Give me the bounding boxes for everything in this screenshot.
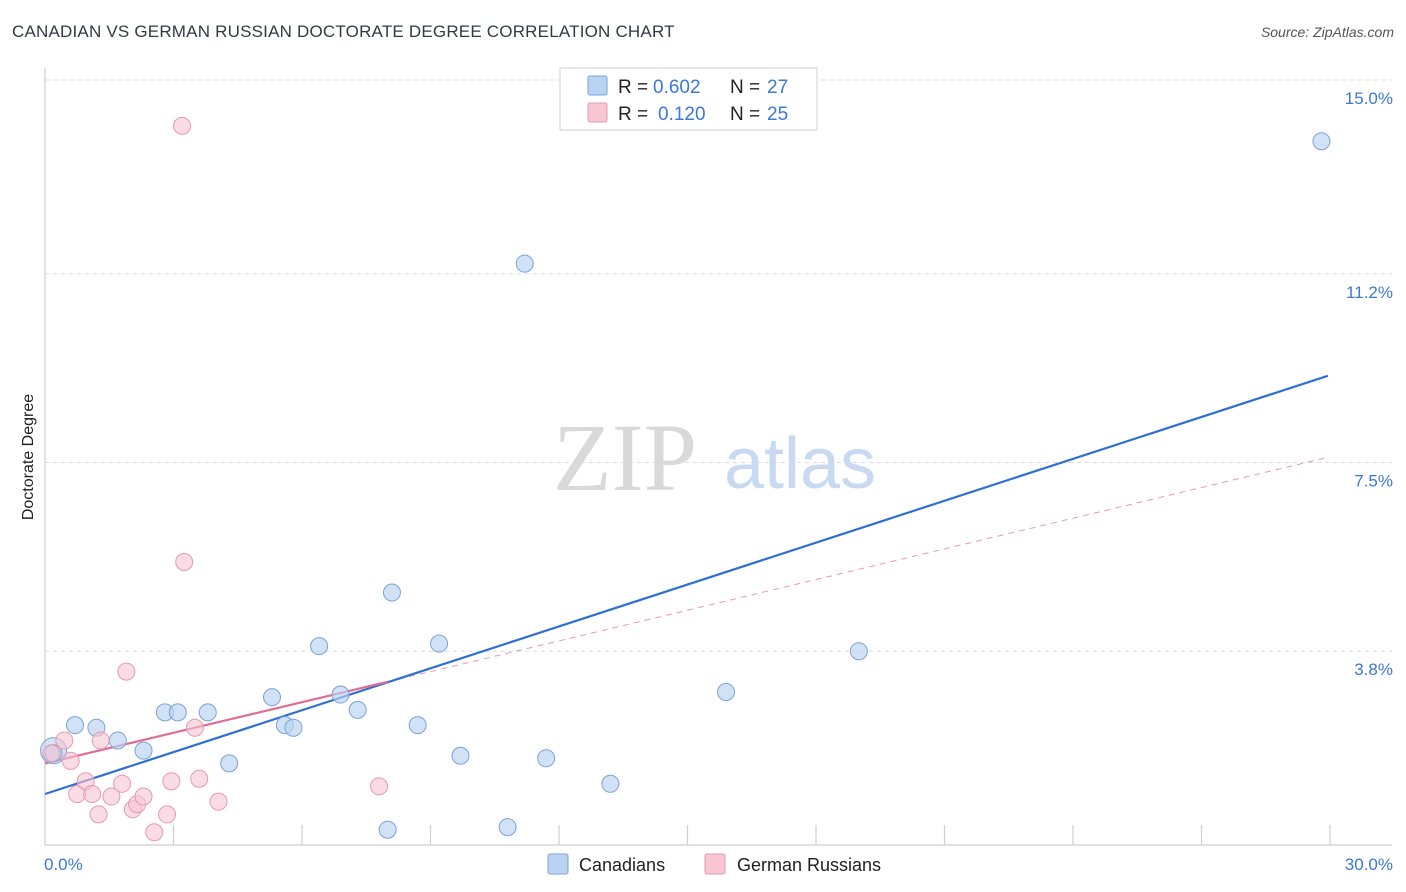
y-tick-label-1: 7.5% — [1354, 472, 1393, 491]
trend-line-german-russians — [44, 680, 388, 765]
y-tick-label-0: 3.8% — [1354, 660, 1393, 679]
point-canadians-6 — [168, 703, 187, 722]
point-canadians-20 — [498, 818, 517, 837]
point-canadians-25 — [849, 642, 868, 661]
bottom-legend-swatch-german-russians — [704, 853, 726, 875]
point-canadians-26 — [1312, 132, 1331, 151]
legend-n-label-german-russians: N = — [730, 104, 760, 125]
point-canadians-13 — [331, 685, 350, 704]
bottom-legend-label-german-russians: German Russians — [737, 855, 881, 875]
x-tick-label-1: 30.0% — [1345, 855, 1393, 874]
point-german-russians-19 — [185, 718, 204, 737]
bottom-legend-label-canadians: Canadians — [579, 855, 665, 875]
point-german-russians-8 — [102, 787, 121, 806]
point-german-russians-18 — [175, 552, 194, 571]
points-layer — [40, 116, 1331, 842]
point-german-russians-2 — [61, 751, 80, 770]
point-canadians-21 — [515, 254, 534, 273]
point-german-russians-6 — [89, 805, 108, 824]
legend-r-label-canadians: R = — [618, 77, 648, 98]
point-canadians-11 — [284, 718, 303, 737]
watermark-zip: ZIP — [553, 404, 697, 511]
trend-line-canadians — [44, 374, 1329, 796]
x-tick-label-0: 0.0% — [44, 855, 83, 874]
legend-n-label-canadians: N = — [730, 77, 760, 98]
trend-line-german-russians-extension — [387, 456, 1328, 683]
bottom-legend: Canadians German Russians — [547, 853, 881, 875]
legend-r-value-canadians: 0.602 — [653, 77, 701, 98]
legend-n-value-german-russians: 25 — [767, 104, 788, 125]
chart-source: Source: ZipAtlas.com — [1260, 24, 1394, 40]
grid-layer — [45, 79, 1392, 652]
point-german-russians-1 — [55, 731, 74, 750]
point-canadians-23 — [601, 774, 620, 793]
point-german-russians-13 — [134, 787, 153, 806]
point-canadians-4 — [134, 741, 153, 760]
point-canadians-7 — [198, 703, 217, 722]
point-german-russians-21 — [209, 792, 228, 811]
top-legend: R = 0.602 N = 27 R = 0.120 N = 25 — [559, 67, 818, 131]
bottom-legend-swatch-canadians — [547, 853, 569, 875]
point-german-russians-15 — [158, 805, 177, 824]
legend-r-label-german-russians: R = — [618, 104, 648, 125]
point-canadians-17 — [408, 716, 427, 735]
point-canadians-15 — [378, 820, 397, 839]
point-german-russians-5 — [83, 785, 102, 803]
chart-title: CANADIAN VS GERMAN RUSSIAN DOCTORATE DEG… — [12, 22, 675, 41]
axes-layer — [44, 68, 1392, 846]
y-tick-label-2: 11.2% — [1346, 283, 1393, 302]
legend-r-value-german-russians: 0.120 — [658, 104, 706, 125]
point-german-russians-0 — [42, 744, 61, 763]
labels-layer: 3.8% 7.5% 11.2% 15.0% 0.0% 30.0% — [44, 89, 1393, 874]
point-german-russians-20 — [190, 769, 209, 788]
point-canadians-24 — [717, 683, 736, 701]
legend-swatch-canadians — [587, 75, 608, 96]
point-canadians-8 — [220, 754, 239, 773]
legend-n-value-canadians: 27 — [767, 77, 788, 98]
watermark: ZIP atlas — [553, 404, 876, 511]
point-german-russians-9 — [113, 774, 132, 793]
point-canadians-14 — [348, 700, 367, 719]
point-canadians-22 — [537, 749, 556, 768]
point-canadians-1 — [65, 716, 84, 735]
y-tick-label-3: 15.0% — [1345, 89, 1393, 108]
point-canadians-9 — [263, 688, 282, 707]
point-canadians-12 — [310, 637, 329, 656]
point-german-russians-17 — [173, 116, 192, 135]
point-canadians-19 — [451, 746, 470, 765]
legend-swatch-german-russians — [587, 102, 608, 123]
point-german-russians-22 — [370, 777, 389, 796]
point-german-russians-10 — [117, 662, 136, 681]
point-canadians-16 — [382, 583, 401, 602]
point-canadians-18 — [430, 634, 449, 653]
trend-layer — [44, 374, 1329, 796]
y-axis-title: Doctorate Degree — [20, 394, 37, 520]
point-german-russians-16 — [162, 772, 181, 791]
watermark-atlas: atlas — [724, 424, 876, 504]
point-german-russians-7 — [91, 731, 110, 750]
point-german-russians-14 — [145, 823, 164, 842]
point-canadians-3 — [108, 731, 127, 750]
